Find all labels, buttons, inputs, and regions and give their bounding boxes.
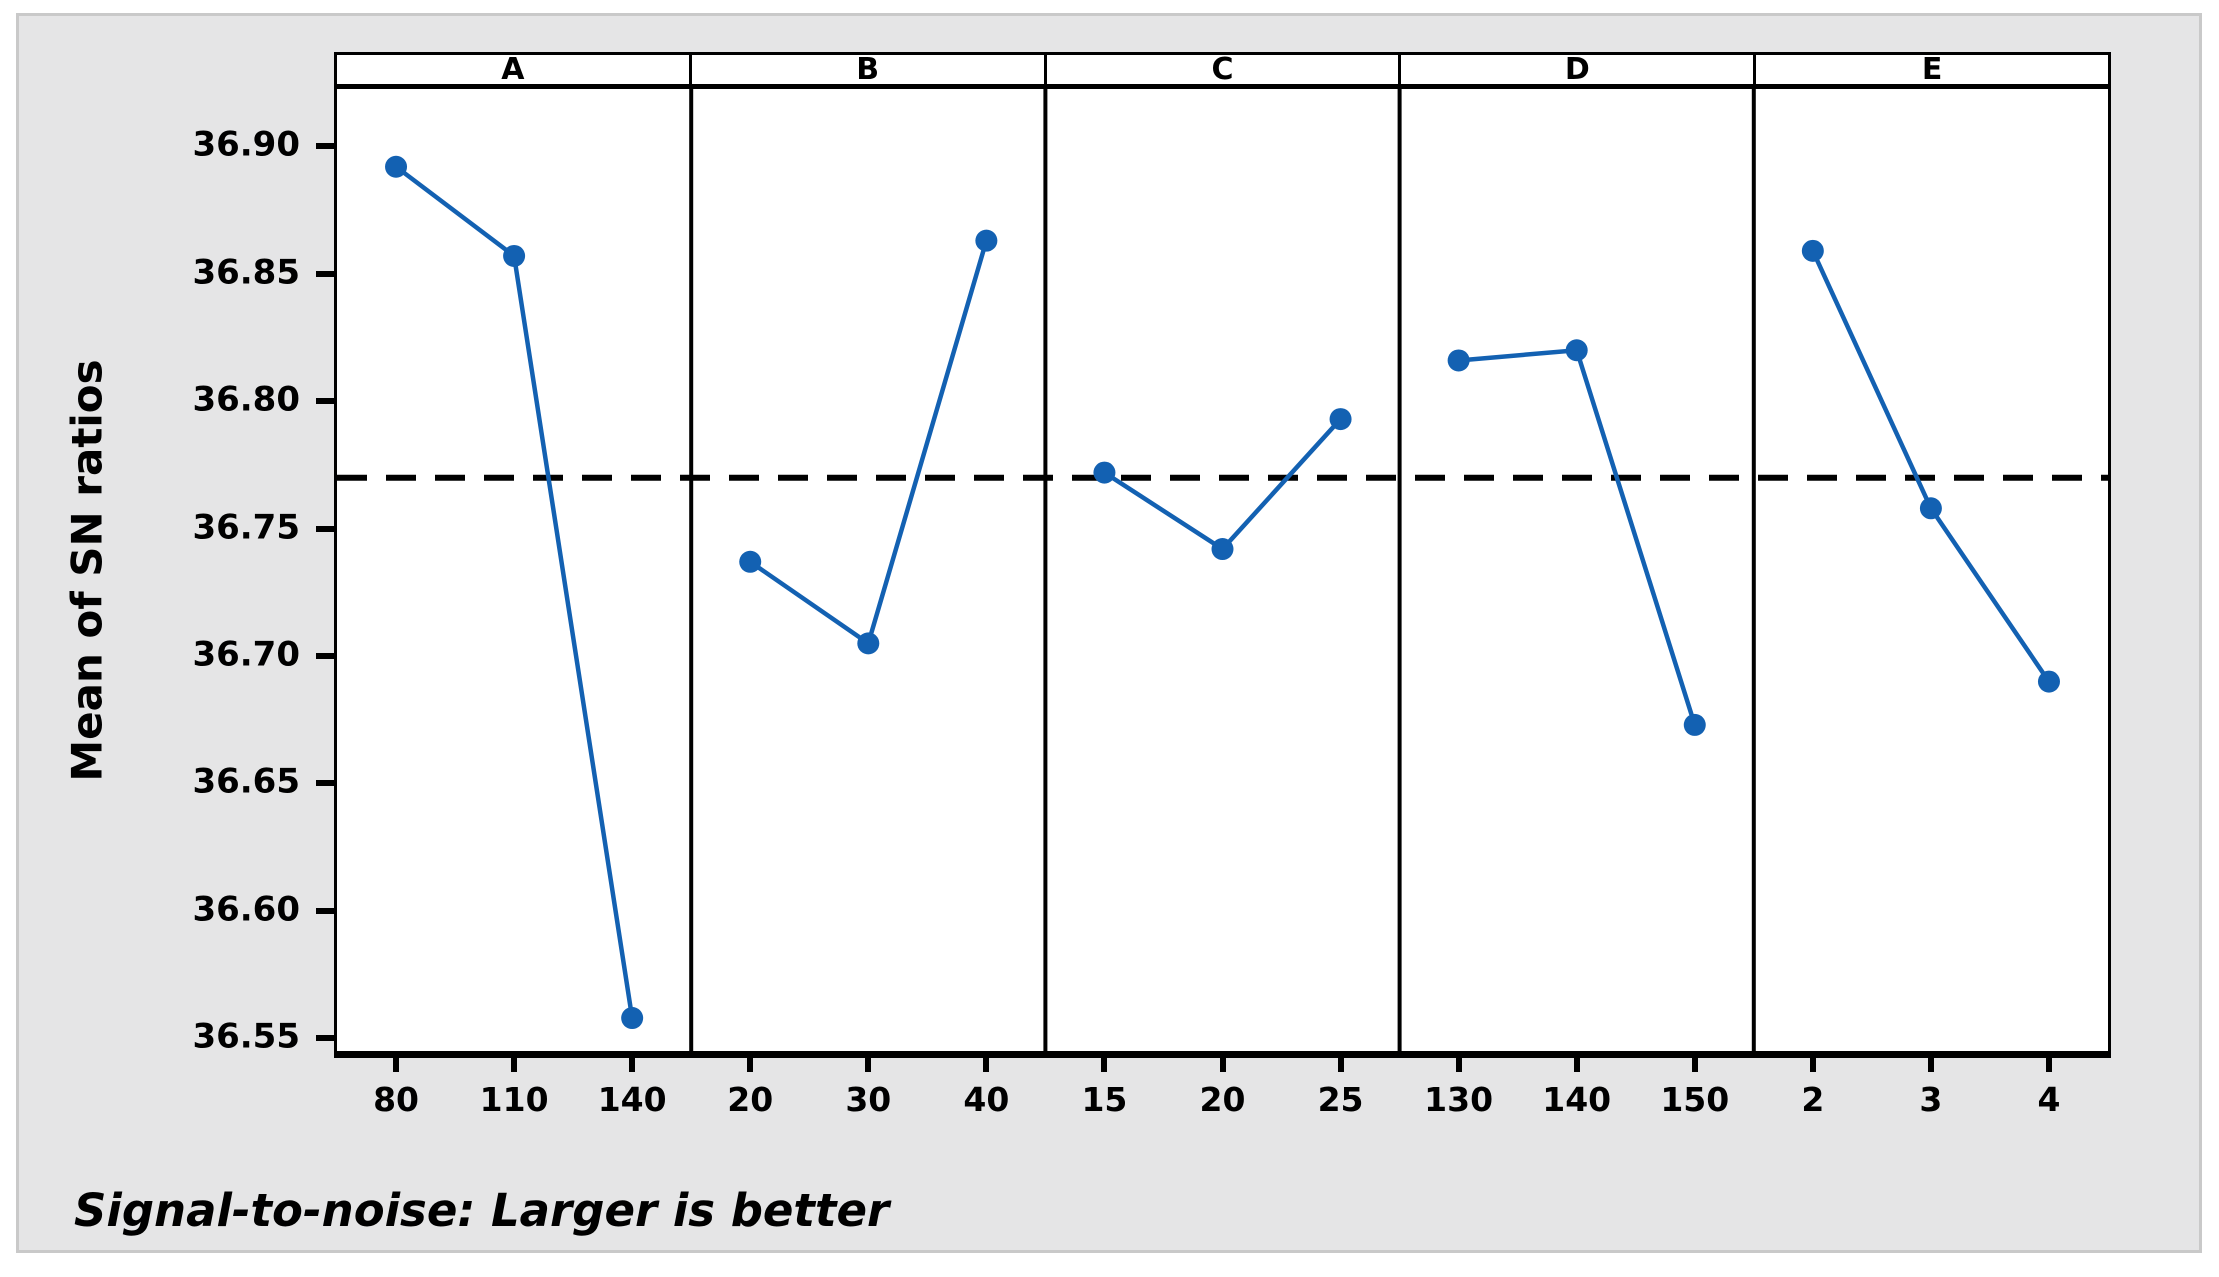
data-point-D-130 — [1447, 349, 1470, 372]
x-tick-label-C-15: 15 — [1081, 1080, 1128, 1119]
series-line-E — [1810, 249, 2051, 683]
panel-label-A: A — [337, 52, 692, 87]
series-line-D — [1458, 347, 1697, 726]
x-tick-mark — [393, 1058, 400, 1072]
x-tick-label-B-20: 20 — [727, 1080, 774, 1119]
panel-label-D: D — [1401, 52, 1757, 87]
data-point-A-110 — [503, 244, 526, 267]
x-tick-mark — [511, 1058, 518, 1072]
y-tick-mark — [316, 653, 334, 659]
x-tick-mark — [865, 1058, 872, 1072]
x-tick-label-D-140: 140 — [1542, 1080, 1612, 1119]
y-tick-mark — [316, 1035, 334, 1042]
series-line-B — [748, 240, 989, 647]
data-point-B-20 — [739, 550, 762, 573]
x-axis-ticks: 80 110 140 20 30 40 15 20 25 130 140 150 2 3 4 — [337, 1058, 2108, 1138]
y-tick-label: 36.55 — [192, 1016, 300, 1057]
x-tick-label-C-25: 25 — [1317, 1080, 1364, 1119]
data-point-B-30 — [857, 632, 880, 655]
y-tick-label: 36.80 — [192, 379, 300, 420]
x-tick-label-B-40: 40 — [963, 1080, 1010, 1119]
x-tick-mark — [1809, 1058, 1816, 1072]
x-tick-mark — [2045, 1058, 2052, 1072]
panel-label-B: B — [692, 52, 1047, 87]
data-point-E-3 — [1919, 497, 1942, 520]
x-tick-label-E-2: 2 — [1801, 1080, 1825, 1119]
x-tick-label-E-4: 4 — [2037, 1080, 2061, 1119]
x-tick-mark — [747, 1058, 754, 1072]
x-tick-label-E-3: 3 — [1919, 1080, 1943, 1119]
y-tick-label: 36.90 — [192, 124, 300, 165]
x-tick-label-D-150: 150 — [1660, 1080, 1730, 1119]
data-point-B-40 — [975, 229, 998, 252]
y-tick-mark — [316, 143, 334, 150]
x-tick-mark — [1101, 1058, 1108, 1072]
series-line-A — [394, 164, 635, 1019]
data-point-E-2 — [1801, 239, 1824, 262]
x-tick-label-A-110: 110 — [479, 1080, 549, 1119]
plot-area — [337, 89, 2108, 1055]
chart-svg — [337, 89, 2108, 1055]
data-point-D-150 — [1683, 713, 1706, 736]
x-tick-mark — [1219, 1058, 1226, 1072]
x-tick-label-D-130: 130 — [1424, 1080, 1494, 1119]
data-point-C-20 — [1211, 538, 1234, 561]
x-tick-label-A-140: 140 — [597, 1080, 667, 1119]
x-tick-mark — [1337, 1058, 1344, 1072]
y-tick-mark — [316, 780, 334, 787]
data-point-A-140 — [621, 1007, 644, 1030]
x-tick-mark — [1691, 1058, 1698, 1072]
y-tick-label: 36.75 — [192, 506, 300, 547]
footnote: Signal-to-noise: Larger is better — [74, 1184, 890, 1237]
y-tick-mark — [316, 270, 334, 277]
y-tick-mark — [316, 525, 334, 532]
y-tick-mark — [316, 398, 334, 405]
x-tick-mark — [1927, 1058, 1934, 1072]
y-tick-label: 36.60 — [192, 889, 300, 930]
figure-canvas: Mean of SN ratios 36.90 36.85 36.80 36.75 36… — [16, 13, 2202, 1253]
y-tick-label: 36.85 — [192, 252, 300, 293]
data-point-C-25 — [1329, 408, 1352, 431]
x-tick-label-B-30: 30 — [845, 1080, 892, 1119]
x-tick-mark — [983, 1058, 990, 1072]
y-axis-ticks: 36.90 36.85 36.80 36.75 36.70 36.65 36.60 36.55 — [19, 94, 334, 1060]
x-tick-label-C-20: 20 — [1199, 1080, 1246, 1119]
x-tick-mark — [629, 1058, 636, 1072]
y-tick-mark — [316, 907, 334, 914]
data-point-E-4 — [2037, 670, 2060, 693]
x-tick-mark — [1573, 1058, 1580, 1072]
y-tick-label: 36.65 — [192, 761, 300, 802]
data-point-A-80 — [385, 155, 408, 178]
y-tick-label: 36.70 — [192, 634, 300, 675]
data-point-C-15 — [1093, 461, 1116, 484]
panel-label-C: C — [1047, 52, 1402, 87]
x-tick-mark — [1455, 1058, 1462, 1072]
data-point-D-140 — [1565, 339, 1588, 362]
series-line-C — [1103, 417, 1343, 552]
x-tick-label-A-80: 80 — [373, 1080, 419, 1119]
panel-label-E: E — [1921, 52, 1943, 87]
